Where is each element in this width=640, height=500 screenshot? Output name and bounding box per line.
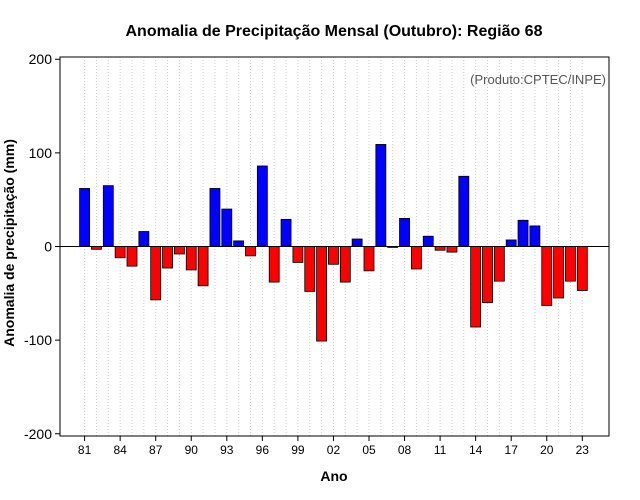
bar-2006 [375, 144, 387, 247]
bar-2003 [339, 246, 351, 283]
x-tick-label: 81 [78, 443, 92, 457]
y-tick-label: -200 [24, 426, 52, 442]
bar-1991 [197, 246, 209, 287]
x-tick-label: 93 [220, 443, 234, 457]
bar-2014 [470, 246, 482, 328]
bar-2015 [482, 246, 493, 304]
x-tick-label: 84 [113, 443, 127, 457]
x-tick-label: 99 [291, 443, 305, 457]
bar-2022 [565, 246, 576, 282]
bar-1981 [79, 188, 90, 247]
bar-2023 [576, 246, 588, 291]
bar-2009 [410, 246, 422, 270]
x-tick-label: 87 [149, 443, 163, 457]
x-tick-label: 11 [434, 443, 447, 457]
source-credit: (Produto:CPTEC/INPE) [470, 72, 606, 87]
bar-1986 [138, 231, 150, 247]
bar-1995 [245, 246, 256, 257]
bar-1992 [209, 188, 221, 247]
y-axis-label: Anomalia de precipitação (mm) [1, 139, 17, 347]
bar-1988 [162, 246, 173, 269]
bar-1997 [268, 246, 280, 283]
bar-1984 [114, 246, 126, 259]
bar-1993 [221, 208, 233, 247]
bar-1996 [256, 165, 268, 247]
x-axis: 81 84 87 90 93 96 99 02 05 08 11 14 17 20 23 [78, 436, 589, 457]
bar-1994 [233, 240, 245, 247]
x-tick-label: 02 [327, 443, 341, 457]
bar-2004 [351, 238, 363, 247]
x-tick-label: 17 [505, 443, 519, 457]
x-tick-label: 14 [469, 443, 483, 457]
bar-2001 [316, 246, 328, 342]
bar-2017 [505, 239, 517, 247]
bar-2016 [493, 246, 505, 282]
x-axis-label: Ano [320, 468, 347, 484]
bar-1990 [185, 246, 197, 271]
x-tick-label: 23 [576, 443, 590, 457]
bar-2018 [517, 219, 529, 247]
bar-2002 [328, 246, 339, 265]
bar-1989 [173, 246, 185, 255]
bar-2019 [529, 225, 541, 247]
bar-2012 [446, 246, 458, 253]
bar-1983 [102, 185, 114, 247]
chart-title: Anomalia de Precipitação Mensal (Outubro… [126, 23, 543, 40]
bar-2021 [553, 246, 564, 299]
x-tick-label: 90 [185, 443, 199, 457]
bars [79, 144, 588, 342]
bar-1998 [280, 218, 292, 247]
bar-1987 [150, 246, 162, 301]
y-axis: -200 -100 0 100 200 [24, 51, 60, 442]
bar-2010 [422, 235, 434, 247]
bar-2000 [304, 246, 316, 292]
bar-2005 [363, 246, 375, 272]
y-tick-label: 0 [44, 239, 52, 255]
bar-2013 [458, 175, 470, 247]
bar-2020 [541, 246, 553, 306]
bar-1999 [292, 246, 304, 263]
bar-2011 [434, 246, 446, 251]
bar-1985 [126, 246, 138, 267]
y-tick-label: 200 [29, 51, 53, 67]
x-tick-label: 96 [256, 443, 270, 457]
bar-2008 [399, 218, 410, 247]
x-tick-label: 05 [362, 443, 376, 457]
y-tick-label: 100 [29, 145, 53, 161]
y-tick-label: -100 [24, 332, 52, 348]
x-tick-label: 20 [540, 443, 554, 457]
x-tick-label: 08 [398, 443, 412, 457]
